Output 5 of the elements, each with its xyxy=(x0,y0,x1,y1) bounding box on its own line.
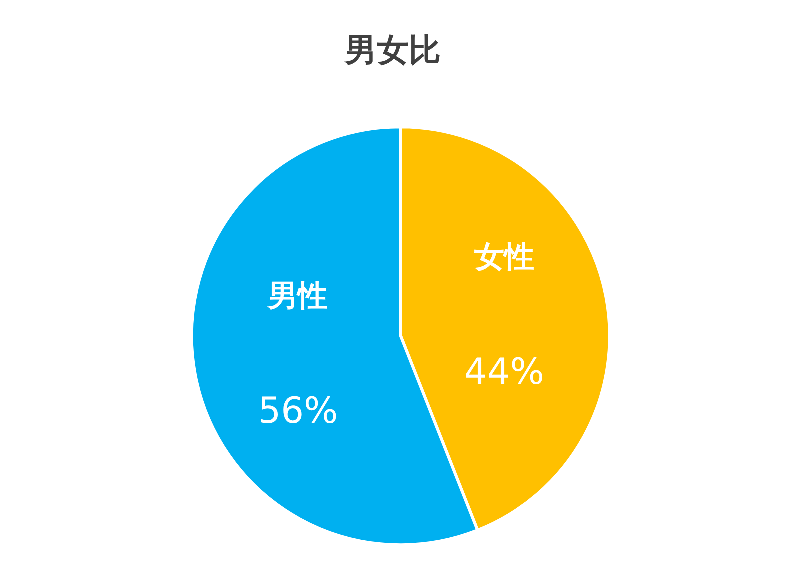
slice-label: 男性 xyxy=(267,279,328,314)
chart-title: 男女比 xyxy=(344,31,441,70)
data-label: 44% xyxy=(464,352,544,393)
slice-label: 女性 xyxy=(473,240,534,275)
data-label: 56% xyxy=(258,391,338,432)
